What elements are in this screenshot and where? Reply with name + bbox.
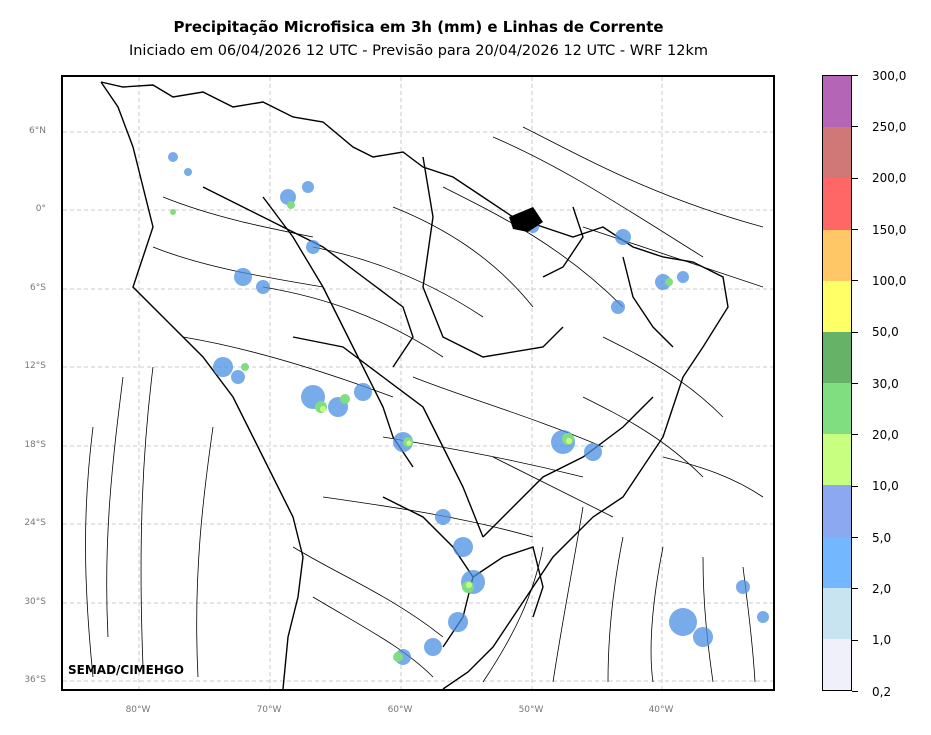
- colorbar-segment: [823, 127, 851, 179]
- colorbar-tick: [852, 177, 858, 179]
- colorbar-tick: [852, 434, 858, 436]
- colorbar-label: 20,0: [872, 428, 899, 442]
- colorbar-segment: [823, 178, 851, 230]
- lon-label-60w: 60°W: [387, 705, 413, 715]
- colorbar-segment: [823, 587, 851, 639]
- lon-label-80w: 80°W: [125, 705, 151, 715]
- colorbar-label: 1,0: [872, 633, 892, 647]
- graticule: [63, 77, 773, 689]
- lon-label-50w: 50°W: [518, 705, 544, 715]
- colorbar-segment: [823, 638, 851, 691]
- lat-label-18s: 18°S: [24, 440, 46, 450]
- colorbar-segment: [823, 76, 851, 128]
- colorbar-segment: [823, 229, 851, 281]
- lat-label-24s: 24°S: [24, 518, 46, 528]
- colorbar-tick: [852, 229, 858, 230]
- map-panel: [61, 75, 775, 691]
- lat-label-0: 0°: [35, 204, 46, 214]
- colorbar-label: 5,0: [872, 531, 892, 545]
- colorbar-label: 10,0: [872, 479, 899, 493]
- precipitation-cells: [168, 152, 769, 665]
- colorbar-label: 150,0: [872, 223, 907, 237]
- colorbar: [822, 75, 852, 691]
- colorbar-segment: [823, 536, 851, 588]
- map-title: Precipitação Microfisica em 3h (mm) e Li…: [173, 18, 664, 36]
- colorbar-tick: [852, 331, 858, 333]
- colorbar-segment: [823, 280, 851, 332]
- colorbar-label: 100,0: [872, 274, 907, 288]
- colorbar-label: 2,0: [872, 582, 892, 596]
- amazon-mouth-islands: [509, 207, 543, 232]
- colorbar-tick: [852, 639, 858, 641]
- map-subtitle: Iniciado em 06/04/2026 12 UTC - Previsão…: [128, 43, 709, 59]
- colorbar-tick: [852, 691, 858, 692]
- lon-label-40w: 40°W: [648, 705, 674, 715]
- colorbar-tick: [852, 588, 858, 590]
- colorbar-tick: [852, 75, 858, 76]
- colorbar-tick: [852, 383, 858, 384]
- lat-label-30s: 30°S: [24, 597, 46, 607]
- credit-label: SEMAD/CIMEHGO: [68, 663, 184, 677]
- colorbar-label: 250,0: [872, 120, 907, 134]
- colorbar-label: 200,0: [872, 171, 907, 185]
- lat-label-12s: 12°S: [24, 361, 46, 371]
- map-canvas: [63, 77, 773, 690]
- colorbar-label: 50,0: [872, 325, 899, 339]
- country-borders: [100, 81, 729, 690]
- colorbar-tick: [852, 280, 858, 282]
- colorbar-segment: [823, 331, 851, 384]
- colorbar-segment: [823, 485, 851, 537]
- colorbar-tick: [852, 126, 858, 128]
- colorbar-tick: [852, 537, 858, 538]
- lon-label-70w: 70°W: [256, 705, 282, 715]
- lat-label-6n: 6°N: [29, 126, 46, 136]
- colorbar-segments: [823, 76, 851, 691]
- lat-label-36s: 36°S: [24, 675, 46, 685]
- colorbar-tick: [852, 485, 858, 487]
- colorbar-label: 0,2: [872, 685, 892, 699]
- colorbar-segment: [823, 434, 851, 486]
- colorbar-label: 30,0: [872, 377, 899, 391]
- colorbar-label: 300,0: [872, 69, 907, 83]
- lat-label-6s: 6°S: [30, 283, 46, 293]
- colorbar-segment: [823, 383, 851, 435]
